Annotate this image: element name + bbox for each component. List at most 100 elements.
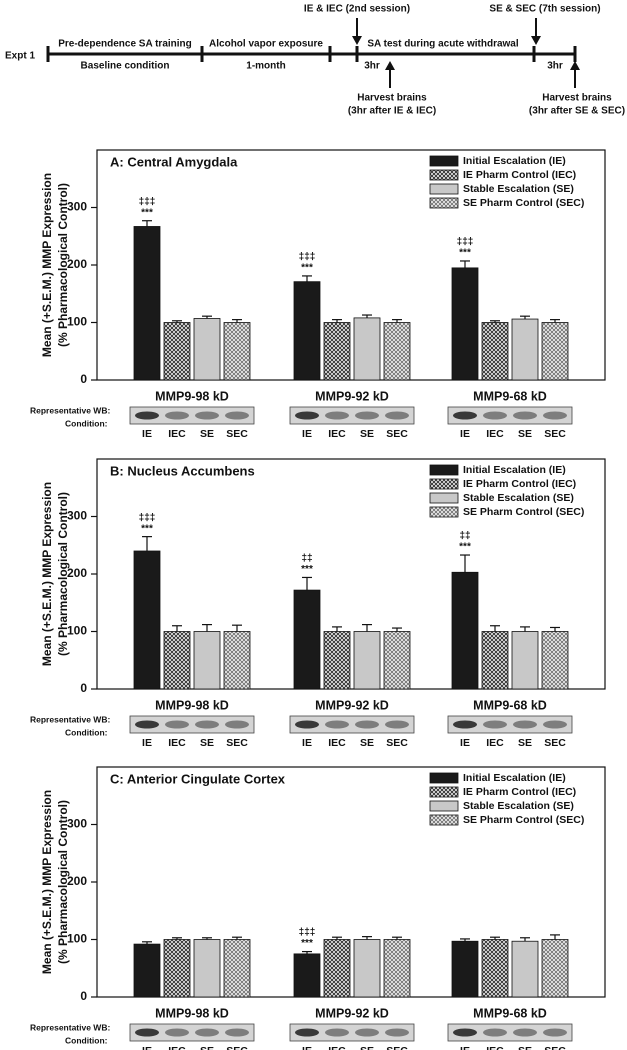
- legend-label: SE Pharm Control (SEC): [463, 197, 584, 209]
- legend-swatch: [429, 492, 459, 504]
- western-blot-band: [325, 1028, 349, 1037]
- western-blot-strip: [289, 1023, 415, 1042]
- y-tick-label: 200: [67, 257, 87, 271]
- condition-label: IEC: [168, 1045, 186, 1050]
- condition-label: IEC: [486, 1045, 504, 1050]
- significance-label: ***: [301, 938, 313, 949]
- condition-label: SEC: [386, 737, 408, 749]
- legend-label: Stable Escalation (SE): [463, 183, 574, 195]
- bar: [541, 631, 569, 690]
- chart-title: C: Anterior Cingulate Cortex: [110, 771, 286, 786]
- x-tick-label: MMP9-68 kD: [473, 1006, 547, 1020]
- western-blot-band: [385, 411, 409, 420]
- bar: [223, 631, 251, 690]
- western-blot-band: [543, 1028, 567, 1037]
- y-tick-label: 0: [80, 372, 87, 386]
- condition-label: IE: [142, 1045, 152, 1050]
- significance-label: ‡‡: [301, 553, 312, 564]
- y-axis-label: (% Pharmacological Control): [56, 800, 70, 964]
- harvest-label: (3hr after IE & IEC): [348, 106, 436, 117]
- western-blot-band: [325, 411, 349, 420]
- legend-label: IE Pharm Control (IEC): [463, 478, 576, 490]
- bar: [511, 631, 539, 690]
- significance-label: ‡‡‡: [457, 237, 474, 248]
- western-blot-band: [295, 720, 319, 729]
- bar: [293, 953, 321, 998]
- bar: [451, 940, 479, 998]
- condition-label: SEC: [544, 428, 566, 440]
- bar: [451, 571, 479, 690]
- condition-label: SEC: [386, 1045, 408, 1050]
- condition-heading: Condition:: [65, 727, 108, 737]
- event-label: IE & IEC (2nd session): [304, 4, 410, 15]
- interval-label: 3hr: [364, 61, 380, 72]
- western-blot-band: [513, 720, 537, 729]
- condition-label: IE: [142, 737, 152, 749]
- condition-label: SEC: [226, 737, 248, 749]
- condition-heading: Condition:: [65, 418, 108, 428]
- condition-label: SE: [360, 428, 374, 440]
- legend-label: SE Pharm Control (SEC): [463, 506, 584, 518]
- condition-label: SE: [200, 428, 214, 440]
- western-blot-band: [195, 1028, 219, 1037]
- condition-label: IEC: [328, 428, 346, 440]
- western-blot-band: [483, 720, 507, 729]
- western-blot-band: [483, 1028, 507, 1037]
- legend-swatch: [429, 155, 459, 167]
- legend-swatch: [429, 506, 459, 518]
- legend-swatch: [429, 197, 459, 209]
- bar: [323, 631, 351, 690]
- western-blot-strip: [289, 406, 415, 425]
- arrow-head: [570, 61, 580, 70]
- condition-label: IEC: [168, 428, 186, 440]
- western-blot-band: [355, 411, 379, 420]
- bar: [163, 631, 191, 690]
- condition-heading: Condition:: [65, 1035, 108, 1045]
- bar: [193, 318, 221, 381]
- condition-label: IEC: [328, 1045, 346, 1050]
- x-tick-label: MMP9-92 kD: [315, 1006, 389, 1020]
- condition-label: IE: [142, 428, 152, 440]
- condition-label: SEC: [386, 428, 408, 440]
- bar: [353, 317, 381, 381]
- y-tick-label: 100: [67, 624, 87, 638]
- western-blot-band: [543, 411, 567, 420]
- x-tick-label: MMP9-98 kD: [155, 698, 229, 712]
- western-blot-strip: [447, 1023, 573, 1042]
- x-tick-label: MMP9-68 kD: [473, 698, 547, 712]
- bar: [541, 322, 569, 381]
- significance-label: ‡‡‡: [139, 512, 156, 523]
- arrow-head: [385, 61, 395, 70]
- significance-label: ***: [141, 523, 153, 534]
- timeline: [46, 18, 580, 88]
- condition-label: IEC: [328, 737, 346, 749]
- y-tick-label: 0: [80, 681, 87, 695]
- legend-label: Initial Escalation (IE): [463, 772, 566, 784]
- y-tick-label: 200: [67, 566, 87, 580]
- x-tick-label: MMP9-92 kD: [315, 389, 389, 403]
- western-blot-strip: [129, 715, 255, 734]
- event-label: SE & SEC (7th session): [489, 4, 600, 15]
- condition-label: SE: [200, 1045, 214, 1050]
- western-blot-band: [225, 1028, 249, 1037]
- arrow-head: [352, 36, 362, 45]
- western-blot-band: [295, 411, 319, 420]
- condition-label: IEC: [486, 737, 504, 749]
- stage-sublabel: Baseline condition: [81, 61, 170, 72]
- significance-label: ***: [301, 263, 313, 274]
- condition-label: IE: [460, 428, 470, 440]
- bar: [353, 939, 381, 998]
- legend-swatch: [429, 786, 459, 798]
- western-blot-band: [135, 720, 159, 729]
- bar: [481, 631, 509, 690]
- condition-label: SE: [518, 428, 532, 440]
- bar: [293, 281, 321, 381]
- legend-label: SE Pharm Control (SEC): [463, 814, 584, 826]
- interval-label: 3hr: [547, 61, 563, 72]
- harvest-label: (3hr after SE & SEC): [529, 106, 625, 117]
- bar: [353, 631, 381, 690]
- arrow-head: [531, 36, 541, 45]
- condition-label: SEC: [544, 737, 566, 749]
- western-blot-band: [225, 411, 249, 420]
